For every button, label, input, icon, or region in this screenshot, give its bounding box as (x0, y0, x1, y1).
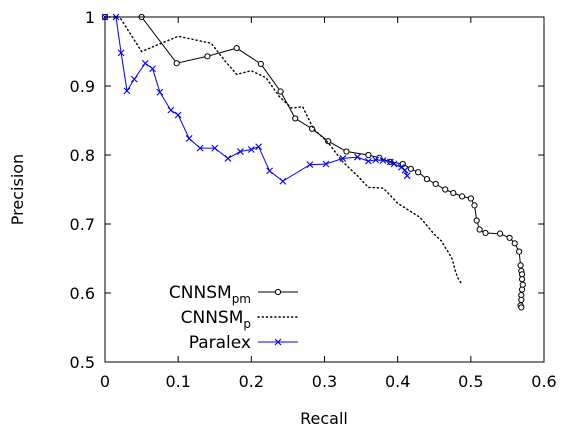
data-point (185, 135, 193, 142)
x-tick-label: 0.6 (531, 372, 556, 391)
data-point (518, 304, 525, 311)
data-point (450, 189, 457, 197)
y-tick-label: 0.8 (70, 146, 95, 165)
data-point (156, 88, 164, 96)
data-point (415, 169, 422, 176)
data-point (211, 144, 219, 152)
data-point (517, 262, 524, 269)
data-point (511, 240, 518, 247)
data-point (117, 49, 125, 57)
data-point (247, 146, 255, 153)
plot-frame (104, 16, 545, 363)
series-1 (104, 16, 462, 284)
x-axis-label: Recall (300, 409, 348, 428)
data-point (255, 143, 263, 151)
data-point (322, 160, 330, 168)
data-point (292, 115, 299, 122)
data-point (403, 172, 411, 180)
series-layer (101, 13, 526, 311)
data-point (339, 155, 347, 162)
legend-subscript: p (243, 317, 251, 331)
y-tick-label: 0.5 (70, 353, 95, 372)
legend-entry-label: CNNSMpm (169, 283, 251, 306)
data-point (476, 226, 483, 233)
data-point (473, 217, 480, 224)
data-point (432, 180, 439, 188)
data-point (506, 234, 513, 241)
data-point (167, 106, 175, 114)
data-point (482, 229, 489, 237)
x-tick-label: 0.2 (239, 372, 264, 391)
legend-name: Paralex (189, 333, 251, 353)
data-point (257, 60, 264, 68)
series-line (104, 16, 462, 284)
y-tick-label: 0.7 (70, 215, 95, 234)
data-point (174, 111, 182, 119)
series-2 (101, 13, 411, 185)
data-point (442, 186, 449, 193)
data-point (149, 65, 156, 73)
data-point (196, 144, 204, 152)
data-point (397, 164, 405, 171)
data-point (458, 193, 466, 200)
data-point (130, 75, 138, 83)
x-tick-label: 0 (100, 372, 110, 391)
data-point (386, 158, 394, 166)
data-point (123, 87, 131, 95)
data-point (365, 151, 372, 159)
data-point (173, 60, 180, 67)
data-point (518, 296, 525, 303)
data-point (365, 157, 372, 165)
series-line (105, 16, 408, 182)
data-point (518, 286, 526, 293)
legend-marker (274, 288, 282, 296)
data-point (467, 195, 474, 202)
axis-ticks: 0 0.1 0.2 0.3 0.4 0.5 0.6 0.5 0.6 0.7 0.8 0.9 1 (70, 8, 557, 391)
legend-marker (274, 338, 282, 346)
data-point (277, 88, 284, 95)
data-point (518, 276, 526, 283)
series-line (105, 16, 524, 308)
y-tick-label: 0.9 (70, 77, 95, 96)
data-point (306, 161, 314, 169)
y-axis-label: Precision (8, 154, 27, 225)
data-point (279, 177, 287, 185)
y-tick-label: 1 (85, 8, 95, 27)
legend-entry-label: CNNSMp (181, 308, 251, 331)
data-point (516, 248, 523, 255)
data-point (233, 44, 240, 52)
x-tick-label: 0.3 (312, 372, 337, 391)
legend-name: CNNSM (169, 283, 232, 303)
y-tick-label: 0.6 (70, 284, 95, 303)
x-tick-label: 0.5 (458, 372, 483, 391)
data-point (325, 138, 332, 145)
data-point (407, 165, 414, 172)
x-tick-label: 0.1 (165, 372, 190, 391)
data-point (141, 59, 149, 67)
x-tick-label: 0.4 (385, 372, 410, 391)
data-point (354, 153, 361, 161)
data-point (423, 176, 431, 183)
data-point (372, 156, 380, 164)
data-point (236, 148, 244, 155)
legend-name: CNNSM (181, 308, 244, 328)
data-point (471, 202, 478, 209)
data-point (343, 148, 350, 155)
legend-subscript: pm (232, 292, 251, 306)
data-point (497, 230, 504, 237)
legend-entry-label: Paralex (189, 333, 251, 353)
data-point (390, 160, 398, 168)
data-point (224, 155, 232, 162)
series-0 (101, 13, 526, 311)
data-point (266, 167, 274, 175)
data-point (204, 53, 211, 60)
data-point (401, 166, 409, 174)
data-point (379, 157, 387, 164)
